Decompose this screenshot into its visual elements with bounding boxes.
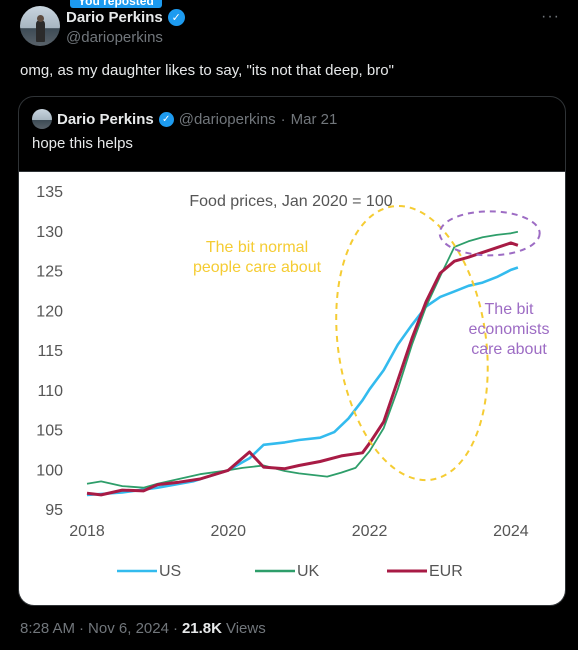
post-date[interactable]: Nov 6, 2024 bbox=[88, 620, 169, 637]
author-name-row: Dario Perkins ✓ bbox=[66, 9, 185, 26]
quoted-tweet[interactable]: Dario Perkins ✓ @darioperkins · Mar 21 h… bbox=[18, 96, 566, 606]
quoted-header: Dario Perkins ✓ @darioperkins · Mar 21 bbox=[32, 109, 337, 129]
x-tick-label: 2018 bbox=[69, 523, 105, 540]
y-tick-label: 105 bbox=[36, 423, 63, 440]
verified-badge-icon: ✓ bbox=[167, 9, 185, 26]
y-tick-label: 130 bbox=[36, 224, 63, 241]
tweet-footer: 8:28 AM · Nov 6, 2024 · 21.8K Views bbox=[20, 620, 266, 637]
views-count[interactable]: 21.8K bbox=[181, 620, 222, 637]
views-label: Views bbox=[225, 620, 266, 637]
annotation-text-economists: care about bbox=[471, 341, 547, 358]
author-name[interactable]: Dario Perkins bbox=[66, 9, 163, 26]
annotation-ellipse-normal bbox=[335, 205, 489, 482]
author-handle[interactable]: @darioperkins bbox=[66, 29, 163, 46]
quoted-text: hope this helps bbox=[32, 135, 133, 152]
tweet-text: omg, as my daughter likes to say, "its n… bbox=[20, 62, 394, 79]
annotation-text-economists: The bit bbox=[485, 301, 534, 318]
annotation-ellipse-economists bbox=[438, 210, 541, 257]
y-tick-label: 110 bbox=[37, 383, 63, 400]
repost-banner[interactable]: You reposted bbox=[70, 0, 162, 8]
quoted-date[interactable]: Mar 21 bbox=[290, 110, 338, 128]
quoted-avatar[interactable] bbox=[32, 109, 52, 129]
x-tick-label: 2020 bbox=[210, 523, 246, 540]
food-prices-chart: 95 100 105 110 115 120 125 130 135 2018 2020 2022 20… bbox=[36, 184, 550, 580]
x-tick-label: 2022 bbox=[352, 523, 388, 540]
chart-image[interactable]: 95 100 105 110 115 120 125 130 135 2018 2020 2022 20… bbox=[19, 171, 565, 605]
quoted-dot: · bbox=[280, 110, 286, 128]
annotation-text-normal: people care about bbox=[193, 259, 322, 276]
legend-label-uk: UK bbox=[297, 563, 320, 580]
chart-title: Food prices, Jan 2020 = 100 bbox=[189, 193, 392, 210]
y-tick-label: 95 bbox=[45, 502, 63, 519]
y-tick-label: 120 bbox=[36, 303, 63, 320]
y-tick-label: 125 bbox=[36, 264, 63, 281]
annotation-text-economists: economists bbox=[469, 321, 550, 338]
quoted-verified-badge-icon: ✓ bbox=[158, 111, 174, 127]
more-options-icon[interactable]: ··· bbox=[541, 8, 560, 25]
post-time[interactable]: 8:28 AM bbox=[20, 620, 76, 637]
quoted-author-name[interactable]: Dario Perkins bbox=[57, 110, 154, 128]
footer-sep: · bbox=[79, 620, 85, 637]
legend-label-eur: EUR bbox=[429, 563, 463, 580]
y-tick-label: 135 bbox=[36, 184, 63, 201]
y-tick-label: 115 bbox=[37, 343, 63, 360]
series-line-uk bbox=[86, 230, 519, 489]
series-line-eur bbox=[86, 241, 519, 497]
legend-label-us: US bbox=[159, 563, 181, 580]
series-line-us bbox=[86, 266, 519, 497]
y-tick-label: 100 bbox=[36, 462, 63, 479]
annotation-text-normal: The bit normal bbox=[206, 239, 308, 256]
x-tick-label: 2024 bbox=[493, 523, 529, 540]
footer-sep: · bbox=[172, 620, 178, 637]
quoted-handle[interactable]: @darioperkins bbox=[178, 110, 276, 128]
author-avatar[interactable] bbox=[20, 6, 60, 46]
